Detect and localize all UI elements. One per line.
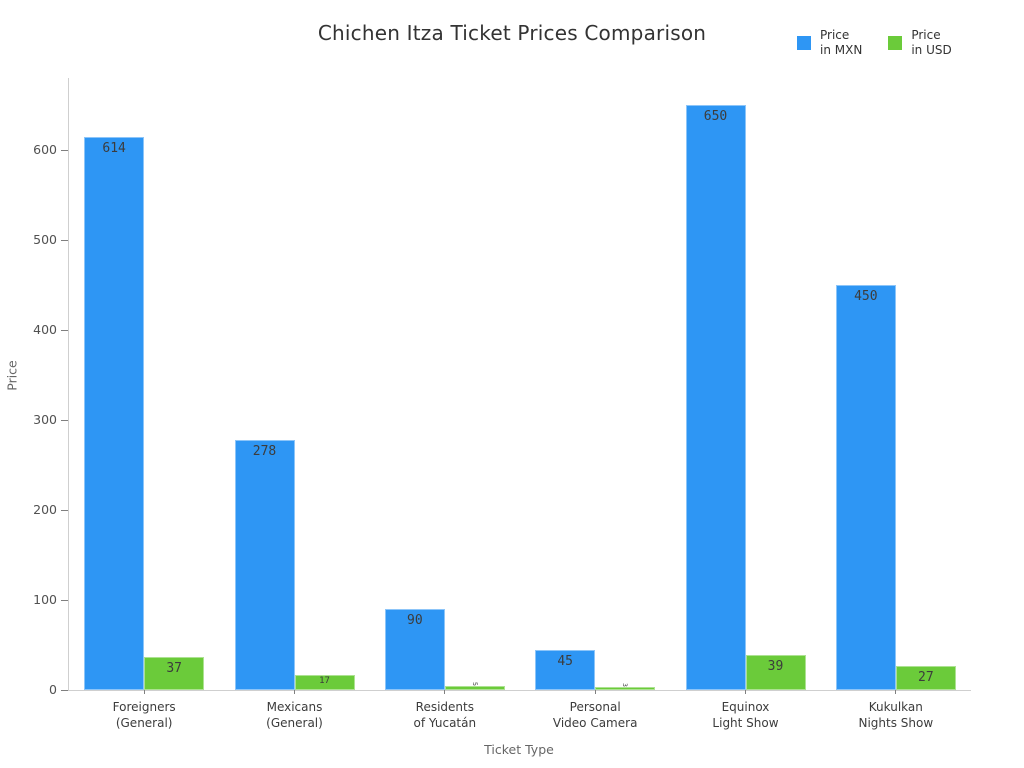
y-tick-label: 500 (33, 232, 57, 247)
bar-usd (595, 687, 656, 690)
bar-value-label: 614 (102, 141, 126, 157)
x-tick-mark (444, 690, 446, 694)
plot-area: 0 100 200 300 400 500 600 Foreigners (General) 6… (33, 78, 971, 730)
x-tick-mark (594, 690, 596, 694)
bar-value-label: 90 (407, 613, 423, 628)
x-tick-label: Kukulkan Nights Show (858, 700, 934, 730)
bar-usd (895, 665, 956, 690)
bar-mxn (384, 609, 445, 690)
bar-mxn (234, 439, 295, 690)
y-tick-mark (61, 329, 68, 331)
bar-value-label: 450 (854, 289, 878, 304)
x-tick-mark (294, 690, 295, 694)
y-tick-label: 100 (33, 592, 57, 607)
bar-usd (745, 654, 806, 690)
bar-value-label: 650 (703, 109, 728, 124)
bar-mxn (835, 285, 896, 690)
bar-value-label: 3 (621, 683, 630, 688)
y-tick-mark (61, 419, 68, 421)
x-tick-label: Personal Video Camera (552, 700, 638, 730)
y-tick-mark (61, 509, 68, 511)
bar-mxn (535, 649, 596, 690)
chart-title: Chichen Itza Ticket Prices Comparison (317, 21, 707, 45)
bar-value-label: 27 (918, 669, 934, 685)
bar-value-label: 278 (252, 443, 277, 459)
x-tick-mark (143, 690, 145, 694)
x-tick-label: Residents of Yucatán (413, 700, 477, 730)
y-tick-label: 300 (33, 412, 57, 427)
bar-value-label: 45 (557, 653, 573, 669)
bar-value-label: 17 (319, 676, 330, 687)
bar-usd (294, 674, 355, 690)
y-axis-title: Price (4, 360, 20, 391)
x-tick-mark (895, 690, 897, 694)
y-tick-mark (61, 149, 68, 151)
bar-usd (144, 656, 205, 690)
legend-label-mxn: Price in MXN (820, 28, 863, 57)
y-tick-label: 200 (33, 502, 57, 517)
bar-value-label: 5 (470, 681, 479, 686)
bar-mxn (685, 105, 746, 690)
y-tick-mark (61, 599, 68, 601)
x-tick-label: Foreigners (General) (112, 700, 176, 730)
x-tick-mark (745, 690, 746, 694)
y-tick-mark (61, 239, 68, 241)
x-tick-label: Mexicans (General) (266, 700, 323, 730)
bar-usd (444, 685, 505, 690)
legend-item-usd: Price in USD (888, 28, 952, 58)
bar-mxn (84, 137, 145, 690)
y-tick-label: 600 (33, 142, 57, 157)
x-axis-title: Ticket Type (484, 742, 554, 757)
y-tick-label: 400 (33, 322, 57, 337)
legend-label-usd: Price in USD (911, 28, 952, 57)
legend: Price in MXN Price in USD (797, 28, 952, 58)
x-tick-label: Equinox Light Show (712, 700, 779, 730)
bar-value-label: 37 (166, 660, 182, 676)
bar-value-label: 39 (767, 658, 784, 674)
legend-swatch-mxn-icon (797, 36, 811, 50)
legend-item-mxn: Price in MXN (797, 28, 862, 58)
y-tick-mark (61, 689, 68, 691)
legend-swatch-usd-icon (888, 36, 903, 50)
y-tick-label: 0 (49, 682, 57, 697)
